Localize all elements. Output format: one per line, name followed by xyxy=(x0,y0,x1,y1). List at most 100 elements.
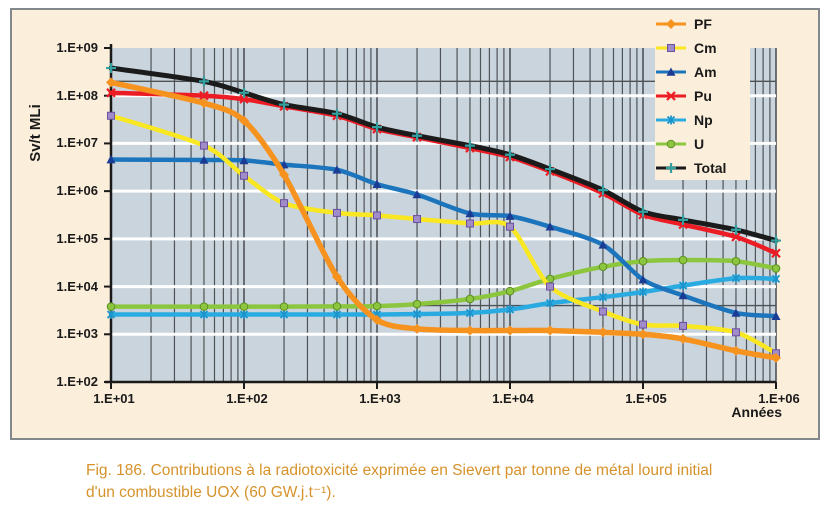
series-marker-Pu xyxy=(771,248,781,258)
series-marker-Cm xyxy=(199,141,208,150)
x-tick-label-1.E+02: 1.E+02 xyxy=(226,391,268,406)
series-marker-PF xyxy=(597,327,608,338)
legend-line-sample-Np xyxy=(656,115,686,125)
legend-label-Cm: Cm xyxy=(694,40,717,56)
series-marker-Total xyxy=(464,140,475,151)
series-marker-PF xyxy=(372,314,382,325)
legend-marker-Total xyxy=(666,163,676,173)
legend-line-sample-PF xyxy=(656,19,686,29)
diamond-marker-icon xyxy=(239,115,249,126)
star-marker-icon xyxy=(239,309,249,319)
series-marker-Np xyxy=(638,287,648,297)
series-marker-Cm xyxy=(240,171,248,180)
series-marker-Am xyxy=(199,155,209,164)
legend: PF Cm Am Pu Np U Total xyxy=(655,12,750,180)
series-marker-Total xyxy=(638,206,648,217)
series-marker-Total xyxy=(279,99,290,110)
circle-marker-icon xyxy=(638,256,648,266)
square-marker-icon xyxy=(413,215,422,224)
circle-marker-icon xyxy=(106,302,116,311)
legend-label-Pu: Pu xyxy=(694,88,712,104)
legend-line-sample-Am xyxy=(656,67,686,76)
series-marker-Pu xyxy=(106,88,116,98)
triangle-marker-icon xyxy=(106,155,116,164)
legend-label-Am: Am xyxy=(694,64,717,80)
plus-marker-icon xyxy=(505,149,515,160)
diamond-marker-icon xyxy=(597,327,608,338)
series-marker-PF xyxy=(464,325,475,336)
series-marker-Total xyxy=(505,149,515,160)
series-marker-U xyxy=(199,302,209,311)
caption-line-1: Fig. 186. Contributions à la radiotoxici… xyxy=(86,462,713,479)
triangle-marker-icon xyxy=(505,211,515,220)
series-marker-Am xyxy=(771,311,781,320)
series-marker-Cm xyxy=(639,320,647,329)
series-marker-U xyxy=(505,286,515,296)
circle-marker-icon xyxy=(771,264,781,273)
circle-marker-icon xyxy=(731,256,741,266)
triangle-marker-icon xyxy=(598,240,608,249)
y-tick-label-1.E+07: 1.E+07 xyxy=(56,135,98,151)
star-marker-icon xyxy=(332,309,342,319)
series-marker-Cm xyxy=(731,328,740,337)
circle-marker-icon xyxy=(239,302,249,311)
series-marker-U xyxy=(731,256,741,266)
star-marker-icon xyxy=(106,309,116,319)
series-marker-Cm xyxy=(679,321,688,330)
series-marker-Np xyxy=(279,309,289,319)
series-marker-Am xyxy=(372,179,382,188)
diamond-marker-icon xyxy=(331,271,342,282)
square-marker-icon xyxy=(107,111,115,120)
series-marker-U xyxy=(638,256,648,266)
star-marker-icon xyxy=(666,115,676,125)
diamond-marker-icon xyxy=(372,314,382,325)
y-tick-label-1.E+06: 1.E+06 xyxy=(56,183,98,199)
series-marker-Np xyxy=(465,308,475,318)
legend-marker-Am xyxy=(666,67,676,76)
diamond-marker-icon xyxy=(198,98,209,109)
series-marker-Pu xyxy=(199,90,209,101)
series-marker-Cm xyxy=(546,282,555,291)
legend-line-sample-Pu xyxy=(656,91,686,101)
series-marker-Am xyxy=(731,308,741,317)
legend-marker-Pu xyxy=(666,91,676,101)
legend-label-PF: PF xyxy=(694,16,712,32)
star-marker-icon xyxy=(771,274,781,284)
plus-marker-icon xyxy=(730,224,741,235)
y-tick-label-1.E+03: 1.E+03 xyxy=(56,326,98,342)
series-marker-Am xyxy=(412,190,422,199)
y-tick-label-1.E+09: 1.E+09 xyxy=(56,40,98,55)
series-marker-PF xyxy=(730,345,741,356)
star-marker-icon xyxy=(412,309,422,319)
series-marker-PF xyxy=(545,325,556,336)
y-tick-label-1.E+05: 1.E+05 xyxy=(56,230,98,246)
x-tick-label-1.E+03: 1.E+03 xyxy=(359,391,401,406)
series-marker-U xyxy=(771,264,781,273)
diamond-marker-icon xyxy=(638,329,648,340)
circle-marker-icon xyxy=(505,286,515,296)
plus-marker-icon xyxy=(412,130,423,141)
series-marker-PF xyxy=(198,98,209,109)
series-marker-Total xyxy=(372,122,382,133)
caption-line-2: d'un combustible UOX (60 GW.j.t⁻¹). xyxy=(86,484,336,501)
square-marker-icon xyxy=(199,141,208,150)
legend-item-Total: Total xyxy=(655,158,750,178)
series-marker-Cm xyxy=(506,222,514,231)
triangle-marker-icon xyxy=(332,165,342,174)
series-marker-Total xyxy=(198,76,209,87)
series-marker-Total xyxy=(678,214,689,225)
x-marker-icon xyxy=(239,94,249,104)
plus-marker-icon xyxy=(666,163,676,173)
series-marker-U xyxy=(598,262,608,272)
square-marker-icon xyxy=(679,321,688,330)
series-marker-Total xyxy=(331,108,342,119)
x-marker-icon xyxy=(771,248,781,258)
square-marker-icon xyxy=(731,328,740,337)
circle-marker-icon xyxy=(678,255,688,265)
y-tick-label-1.E+02: 1.E+02 xyxy=(56,374,98,389)
triangle-marker-icon xyxy=(771,311,781,320)
series-marker-Cm xyxy=(107,111,115,120)
series-marker-U xyxy=(332,302,342,311)
series-marker-Np xyxy=(771,274,781,284)
legend-item-Am: Am xyxy=(655,62,750,82)
